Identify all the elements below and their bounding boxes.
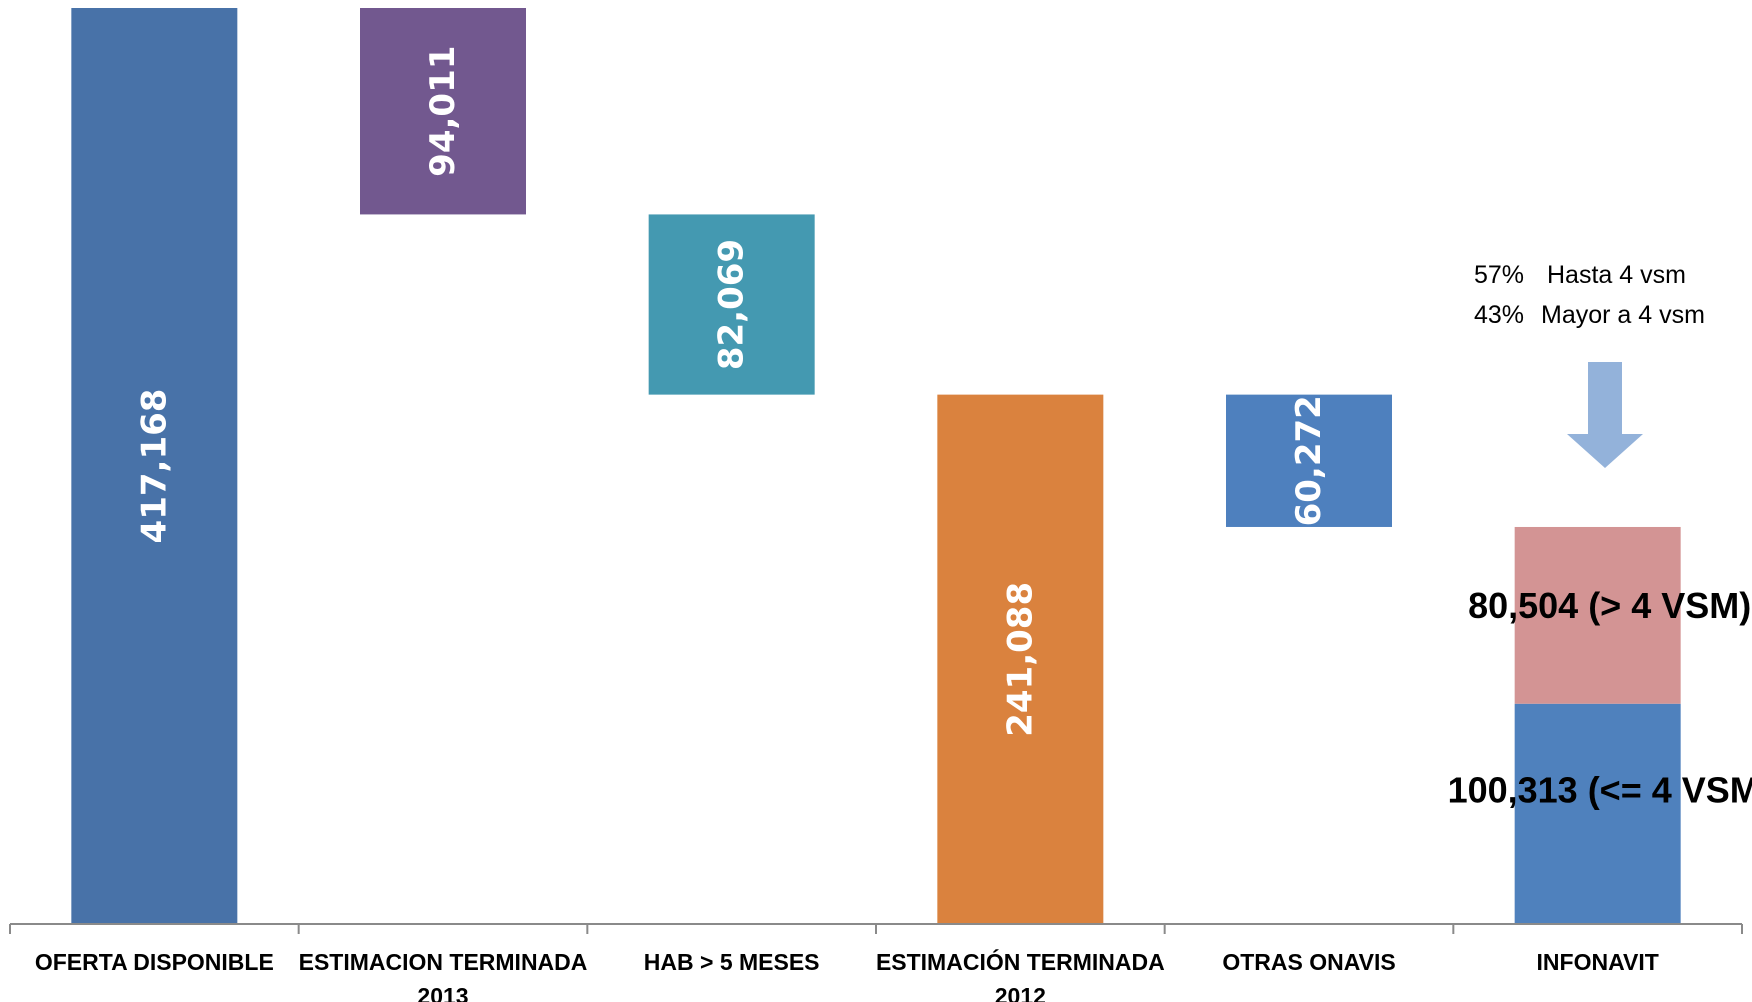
stacked-segment xyxy=(1514,703,1681,924)
bar-value-label: 82,069 xyxy=(712,239,752,370)
category-label: INFONAVIT xyxy=(1537,949,1659,975)
bar-value-label: 241,088 xyxy=(1000,582,1040,737)
category-label: ESTIMACIÓN TERMINADA xyxy=(876,948,1165,975)
bar-value-label: 417,168 xyxy=(134,389,174,544)
annotation-box: 57% Hasta 4 vsm 43% Mayor a 4 vsm xyxy=(1474,261,1705,468)
category-label: OFERTA DISPONIBLE xyxy=(35,949,274,975)
bar xyxy=(360,8,526,215)
svg-text:43% Mayor a 4 vsm: 43% Mayor a 4 vsm xyxy=(1474,301,1705,329)
stacked-segment-label: 100,313 (<= 4 VSM) xyxy=(1448,770,1752,811)
bar xyxy=(1226,394,1392,527)
annotation-pct-2: 43% xyxy=(1474,301,1524,329)
bars-layer: 417,168 94,011 82,069 241,088 60,272 100,313 … xyxy=(71,8,1752,924)
bar xyxy=(937,394,1104,924)
category-label: OTRAS ONAVIS xyxy=(1222,949,1395,975)
svg-text:57% Hasta 4 vsm: 57% Hasta 4 vsm xyxy=(1474,261,1686,289)
bar xyxy=(648,214,815,395)
bar xyxy=(71,8,238,924)
bar-value-label: 60,272 xyxy=(1289,395,1329,526)
annotation-text-2: Mayor a 4 vsm xyxy=(1541,301,1705,329)
down-arrow-icon xyxy=(1567,362,1643,468)
stacked-segment xyxy=(1514,526,1681,704)
stacked-segment-label: 80,504 (> 4 VSM) xyxy=(1468,585,1751,626)
category-label: HAB > 5 MESES xyxy=(644,949,820,975)
category-label: 2013 xyxy=(417,983,468,1002)
category-label: 2012 xyxy=(995,983,1046,1002)
category-label: ESTIMACION TERMINADA xyxy=(299,949,588,975)
annotation-pct-1: 57% xyxy=(1474,261,1524,289)
x-axis xyxy=(9,923,1743,934)
annotation-text-1: Hasta 4 vsm xyxy=(1547,261,1686,289)
bar-value-label: 94,011 xyxy=(423,46,463,177)
category-labels: OFERTA DISPONIBLE ESTIMACION TERMINADA 201… xyxy=(35,948,1659,1002)
